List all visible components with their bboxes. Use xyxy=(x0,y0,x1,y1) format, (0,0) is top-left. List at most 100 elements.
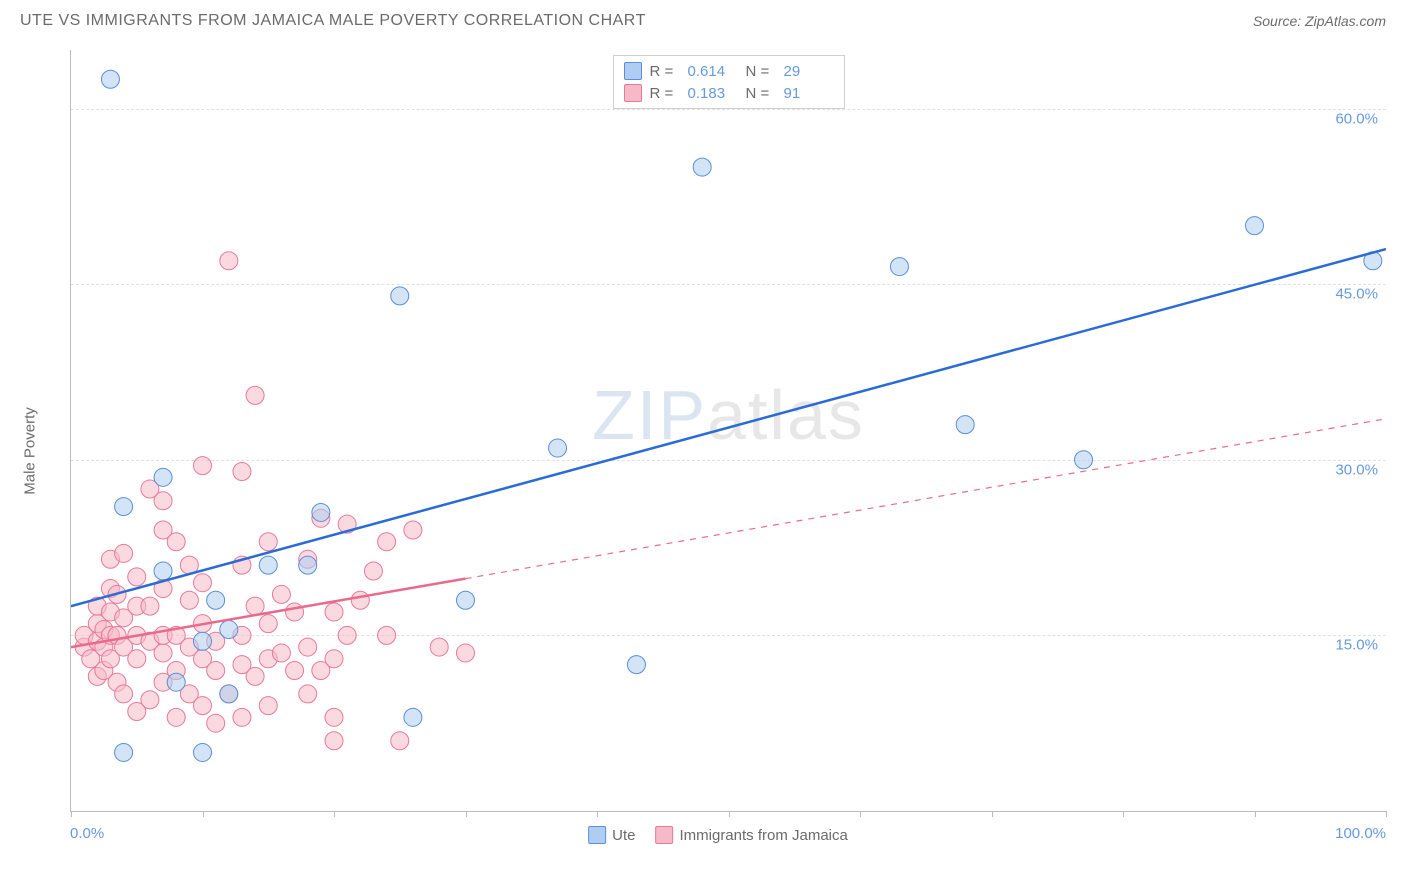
jamaica-trendline-dashed xyxy=(466,419,1387,579)
chart-header: UTE VS IMMIGRANTS FROM JAMAICA MALE POVE… xyxy=(0,0,1406,38)
jamaica-point xyxy=(154,644,172,662)
ute-point xyxy=(1075,451,1093,469)
ute-legend-label: Ute xyxy=(612,827,635,844)
x-tick xyxy=(334,811,335,817)
ute-trendline xyxy=(71,249,1386,606)
jamaica-point xyxy=(194,697,212,715)
jamaica-swatch-icon xyxy=(624,84,642,102)
jamaica-point xyxy=(259,697,277,715)
jamaica-point xyxy=(233,462,251,480)
ute-swatch-icon xyxy=(624,62,642,80)
n-label: N = xyxy=(746,85,776,102)
jamaica-legend-swatch-icon xyxy=(655,826,673,844)
y-axis-label: Male Poverty xyxy=(22,407,39,495)
jamaica-point xyxy=(128,568,146,586)
x-axis-min-label: 0.0% xyxy=(70,825,104,842)
jamaica-point xyxy=(194,574,212,592)
legend-item-jamaica: Immigrants from Jamaica xyxy=(655,826,847,844)
jamaica-point xyxy=(325,603,343,621)
jamaica-point xyxy=(194,457,212,475)
ute-point xyxy=(1246,217,1264,235)
ute-point xyxy=(391,287,409,305)
jamaica-point xyxy=(167,533,185,551)
jamaica-point xyxy=(233,708,251,726)
jamaica-point xyxy=(299,685,317,703)
jamaica-point xyxy=(286,662,304,680)
plot-area: R = 0.614 N = 29 R = 0.183 N = 91 ZIPatl… xyxy=(70,50,1386,812)
ute-point xyxy=(207,591,225,609)
r-label: R = xyxy=(650,63,680,80)
ute-point xyxy=(259,556,277,574)
jamaica-point xyxy=(141,597,159,615)
ute-point xyxy=(101,70,119,88)
ute-point xyxy=(154,468,172,486)
jamaica-point xyxy=(167,708,185,726)
jamaica-point xyxy=(286,603,304,621)
x-tick xyxy=(860,811,861,817)
x-axis-max-label: 100.0% xyxy=(1335,825,1386,842)
x-tick xyxy=(1386,811,1387,817)
ute-point xyxy=(194,632,212,650)
correlation-row-jamaica: R = 0.183 N = 91 xyxy=(624,82,834,104)
legend-item-ute: Ute xyxy=(588,826,635,844)
x-tick xyxy=(71,811,72,817)
jamaica-point xyxy=(391,732,409,750)
jamaica-point xyxy=(351,591,369,609)
correlation-legend: R = 0.614 N = 29 R = 0.183 N = 91 xyxy=(613,55,845,109)
jamaica-point xyxy=(115,685,133,703)
jamaica-point xyxy=(325,708,343,726)
jamaica-point xyxy=(259,533,277,551)
jamaica-point xyxy=(272,644,290,662)
chart-container: Male Poverty R = 0.614 N = 29 R = 0.183 … xyxy=(50,50,1386,852)
ute-legend-swatch-icon xyxy=(588,826,606,844)
chart-title: UTE VS IMMIGRANTS FROM JAMAICA MALE POVE… xyxy=(20,12,646,30)
x-tick xyxy=(992,811,993,817)
jamaica-point xyxy=(272,585,290,603)
source-prefix: Source: xyxy=(1253,13,1305,29)
jamaica-point xyxy=(378,533,396,551)
ute-point xyxy=(693,158,711,176)
ute-point xyxy=(167,673,185,691)
jamaica-r-value: 0.183 xyxy=(688,85,738,102)
ute-point xyxy=(549,439,567,457)
ute-point xyxy=(220,685,238,703)
jamaica-point xyxy=(325,732,343,750)
jamaica-point xyxy=(180,591,198,609)
ute-point xyxy=(404,708,422,726)
source-name: ZipAtlas.com xyxy=(1305,13,1386,29)
x-tick xyxy=(1255,811,1256,817)
ute-point xyxy=(194,743,212,761)
jamaica-point xyxy=(115,544,133,562)
ute-point xyxy=(627,656,645,674)
x-tick xyxy=(203,811,204,817)
x-tick xyxy=(729,811,730,817)
jamaica-point xyxy=(378,626,396,644)
ute-point xyxy=(115,498,133,516)
jamaica-point xyxy=(220,252,238,270)
ute-point xyxy=(220,621,238,639)
ute-point xyxy=(956,416,974,434)
x-tick xyxy=(1123,811,1124,817)
jamaica-point xyxy=(141,691,159,709)
ute-point xyxy=(457,591,475,609)
ute-n-value: 29 xyxy=(784,63,834,80)
jamaica-point xyxy=(207,714,225,732)
ute-point xyxy=(312,503,330,521)
jamaica-point xyxy=(154,492,172,510)
series-legend: Ute Immigrants from Jamaica xyxy=(588,826,848,844)
ute-r-value: 0.614 xyxy=(688,63,738,80)
jamaica-point xyxy=(457,644,475,662)
jamaica-n-value: 91 xyxy=(784,85,834,102)
jamaica-point xyxy=(207,662,225,680)
jamaica-point xyxy=(430,638,448,656)
jamaica-point xyxy=(364,562,382,580)
jamaica-point xyxy=(246,386,264,404)
n-label: N = xyxy=(746,63,776,80)
r-label: R = xyxy=(650,85,680,102)
jamaica-point xyxy=(128,650,146,668)
jamaica-point xyxy=(338,626,356,644)
jamaica-point xyxy=(259,615,277,633)
jamaica-point xyxy=(404,521,422,539)
jamaica-point xyxy=(246,667,264,685)
jamaica-point xyxy=(299,638,317,656)
